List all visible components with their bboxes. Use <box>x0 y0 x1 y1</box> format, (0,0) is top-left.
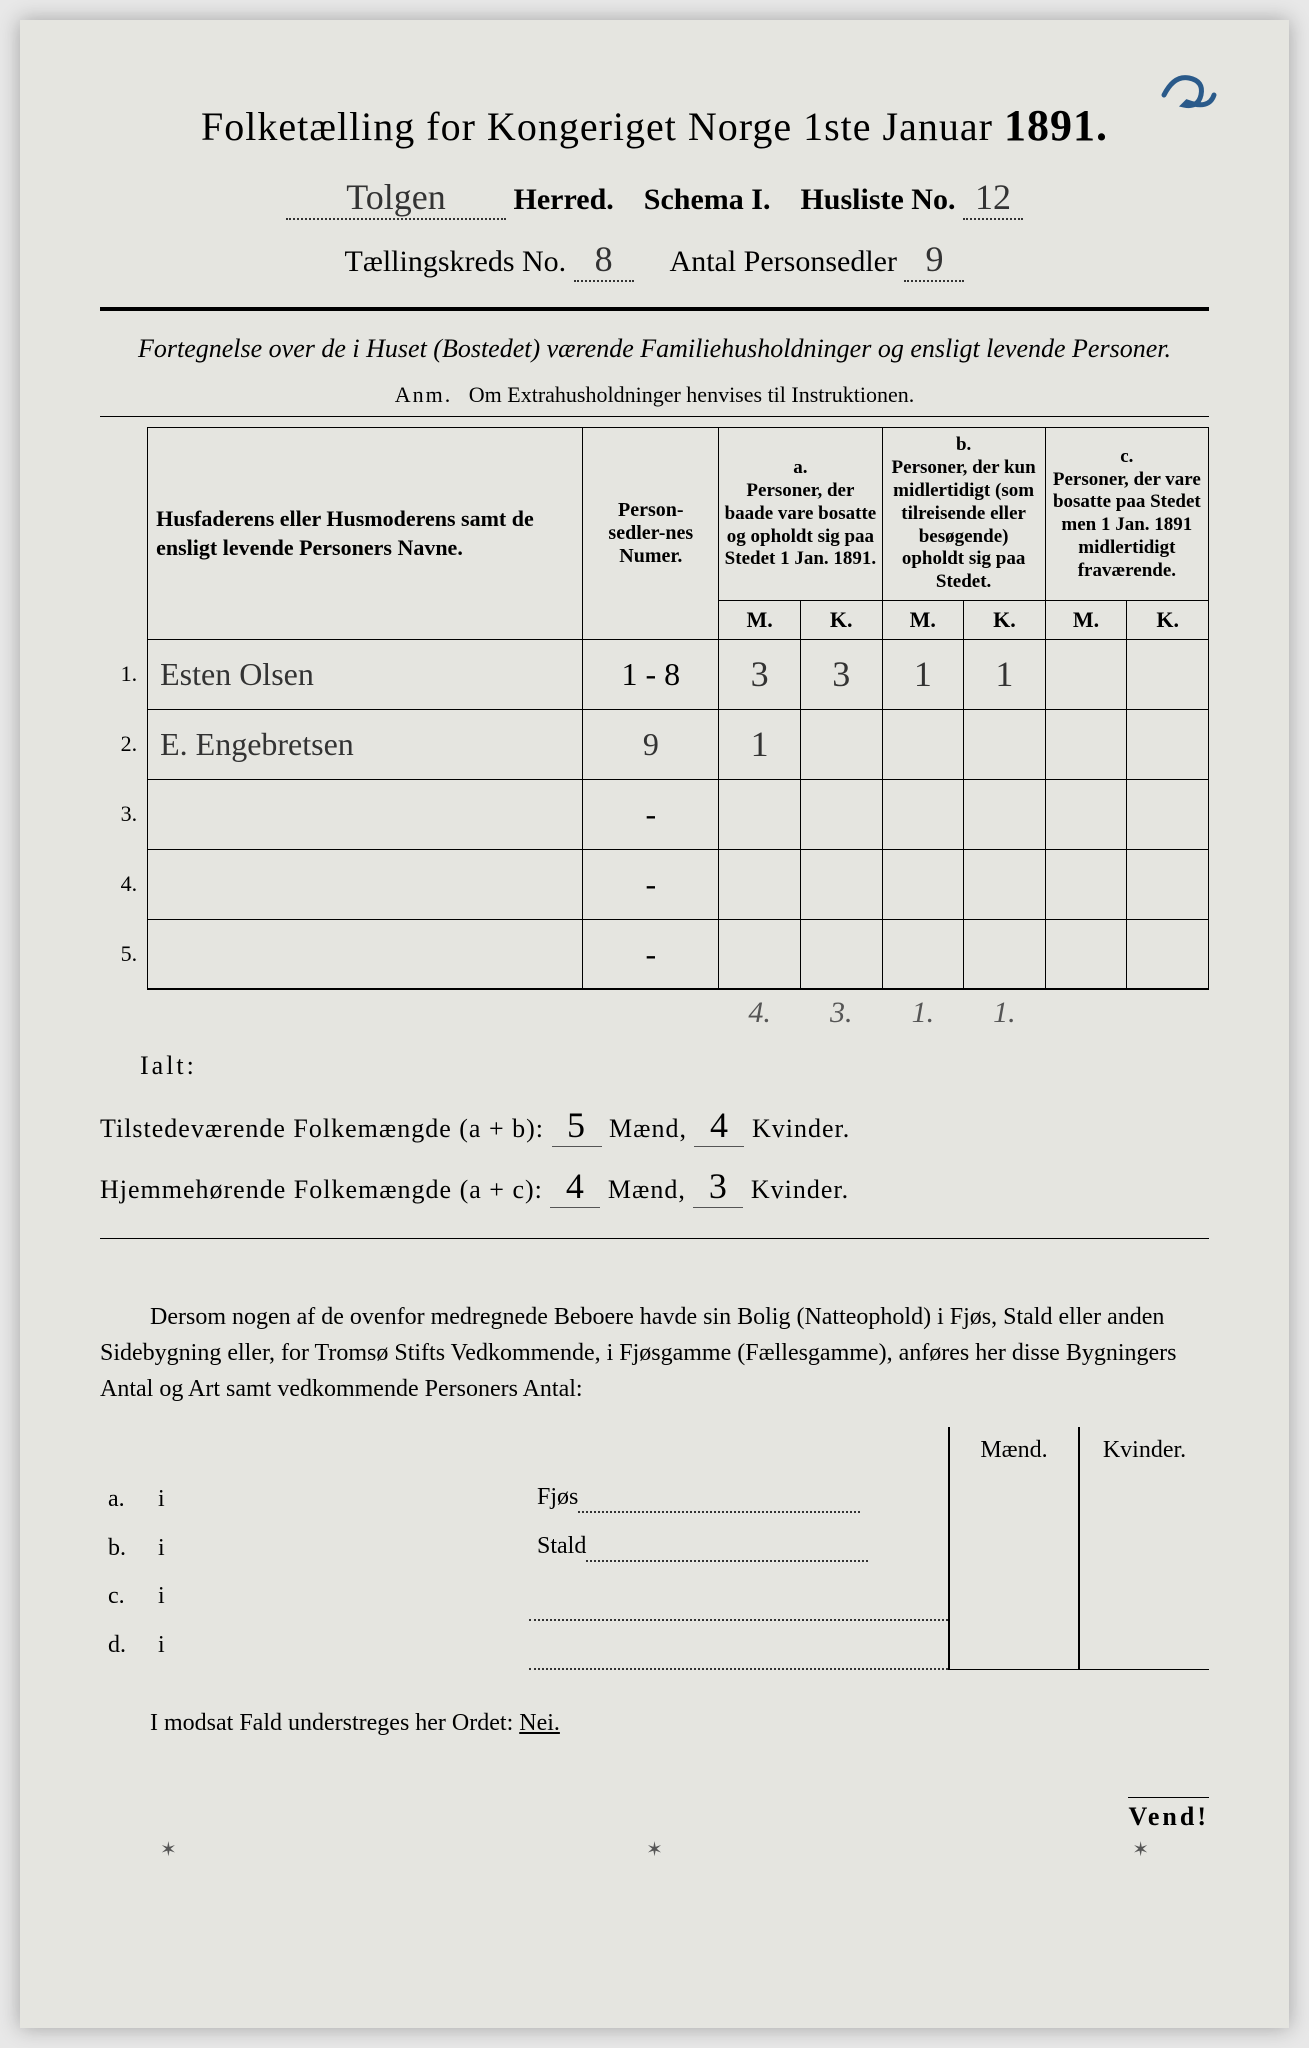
group-a-header: a. Personer, der baade vare bosatte og o… <box>719 428 882 601</box>
sub-b-k: K. <box>964 600 1046 639</box>
mark-icon: ✶ <box>160 1837 177 1862</box>
lower-kvinder-header: Kvinder. <box>1079 1427 1209 1474</box>
title-year: 1891. <box>1004 101 1108 150</box>
divider-thin <box>100 416 1209 417</box>
divider-thin-2 <box>100 1238 1209 1239</box>
personnum-cell: - <box>583 779 719 849</box>
page-title: Folketælling for Kongeriget Norge 1ste J… <box>100 100 1209 151</box>
summary-line-2: Hjemmehørende Folkemængde (a + c): 4 Mæn… <box>100 1165 1209 1208</box>
husliste-value: 12 <box>963 176 1023 220</box>
personnum-cell: 9 <box>583 709 719 779</box>
bottom-marks: ✶ ✶ ✶ <box>100 1837 1209 1862</box>
lower-row: b. i Stald <box>100 1523 1209 1572</box>
ialt-label: Ialt: <box>100 1036 1209 1086</box>
group-c-header: c. Personer, der vare bosatte paa Stedet… <box>1045 428 1208 601</box>
antal-value: 9 <box>904 238 964 282</box>
present-men: 5 <box>552 1104 602 1147</box>
table-row: 4. - <box>100 849 1209 919</box>
lower-row: d. i <box>100 1620 1209 1669</box>
name-cell <box>148 779 583 849</box>
name-cell: E. Engebretsen <box>148 709 583 779</box>
resident-men: 4 <box>550 1165 600 1208</box>
anm-text: Om Extrahusholdninger henvises til Instr… <box>469 382 914 407</box>
present-women: 4 <box>694 1104 744 1147</box>
husliste-label: Husliste No. <box>800 183 955 216</box>
col2-header: Person-sedler-nes Numer. <box>583 428 719 640</box>
sub-c-k: K. <box>1127 600 1209 639</box>
anm-label: Anm. <box>395 382 453 407</box>
mark-icon: ✶ <box>646 1837 663 1862</box>
herred-label: Herred. <box>514 183 614 216</box>
sub-b-m: M. <box>882 600 964 639</box>
name-cell <box>148 849 583 919</box>
table-row: 2. E. Engebretsen 9 1 <box>100 709 1209 779</box>
personnum-cell: - <box>583 849 719 919</box>
header-row-2: Tællingskreds No. 8 Antal Personsedler 9 <box>100 238 1209 282</box>
sub-a-m: M. <box>719 600 801 639</box>
name-cell: Esten Olsen <box>148 639 583 709</box>
divider-thick <box>100 307 1209 311</box>
sub-c-m: M. <box>1045 600 1127 639</box>
col1-header: Husfaderens eller Husmoderens samt de en… <box>148 428 583 640</box>
personnum-cell: 1 - 8 <box>583 639 719 709</box>
lower-row: c. i <box>100 1572 1209 1620</box>
name-cell <box>148 919 583 989</box>
census-table: Husfaderens eller Husmoderens samt de en… <box>100 427 1209 1036</box>
kreds-value: 8 <box>574 238 634 282</box>
table-row: 1. Esten Olsen 1 - 8 3 3 1 1 <box>100 639 1209 709</box>
subtitle: Fortegnelse over de i Huset (Bostedet) v… <box>100 331 1209 367</box>
lower-row: a. i Fjøs <box>100 1474 1209 1523</box>
sub-a-k: K. <box>800 600 882 639</box>
table-row: 5. - <box>100 919 1209 989</box>
personnum-cell: - <box>583 919 719 989</box>
schema-label: Schema I. <box>644 183 771 216</box>
nei-line: I modsat Fald understreges her Ordet: Ne… <box>100 1710 1209 1737</box>
building-paragraph: Dersom nogen af de ovenfor medregnede Be… <box>100 1299 1209 1407</box>
census-form-page: Folketælling for Kongeriget Norge 1ste J… <box>20 20 1289 2028</box>
summary-line-1: Tilstedeværende Folkemængde (a + b): 5 M… <box>100 1104 1209 1147</box>
lower-maend-header: Mænd. <box>949 1427 1079 1474</box>
vend-label: Vend! <box>1128 1797 1209 1832</box>
mark-icon: ✶ <box>1132 1837 1149 1862</box>
nei-word: Nei. <box>519 1710 560 1736</box>
anm-note: Anm. Om Extrahusholdninger henvises til … <box>100 382 1209 408</box>
kreds-label: Tællingskreds No. <box>345 245 567 278</box>
table-row: 3. - <box>100 779 1209 849</box>
totals-row: 4. 3. 1. 1. <box>100 989 1209 1036</box>
header-row-1: Tolgen Herred. Schema I. Husliste No. 12 <box>100 176 1209 220</box>
group-b-header: b. Personer, der kun midlertidigt (som t… <box>882 428 1045 601</box>
title-text: Folketælling for Kongeriget Norge 1ste J… <box>201 104 993 149</box>
herred-value: Tolgen <box>286 176 506 220</box>
antal-label: Antal Personsedler <box>670 245 897 278</box>
building-table: Mænd. Kvinder. a. i Fjøs b. i Stald c. i… <box>100 1427 1209 1670</box>
corner-annotation-a <box>1149 60 1229 120</box>
resident-women: 3 <box>693 1165 743 1208</box>
